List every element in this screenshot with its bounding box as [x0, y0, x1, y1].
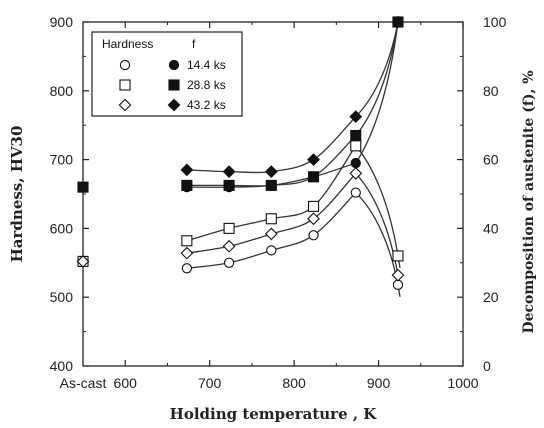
- y-right-tick-label: 40: [483, 220, 499, 236]
- legend-label: 28.8 ks: [187, 78, 226, 92]
- marker-hardness-circle: [308, 230, 319, 241]
- y-right-tick-label: 80: [483, 83, 499, 99]
- marker-f-diamond: [222, 165, 236, 179]
- legend-header-f: f: [192, 37, 196, 51]
- y-left-tick-label: 900: [50, 14, 74, 30]
- series-markers: [76, 15, 405, 290]
- marker-hardness-square: [265, 213, 277, 225]
- legend-hardness-diamond-icon: [118, 98, 132, 112]
- marker-f-diamond: [180, 163, 194, 177]
- marker-hardness-circle: [266, 245, 277, 256]
- marker-hardness-diamond: [349, 166, 363, 180]
- marker-hardness-square: [350, 140, 362, 152]
- legend-label: 43.2 ks: [187, 98, 226, 112]
- marker-f-diamond: [349, 110, 363, 123]
- legend-f-circle-icon: [168, 59, 180, 71]
- y-left-tick-label: 800: [50, 83, 74, 99]
- x-tick-label: 800: [282, 375, 306, 391]
- y-left-axis-title: Hardness, HV30: [8, 126, 26, 263]
- legend-hardness-square-icon: [119, 79, 131, 91]
- legend: Hardness f 14.4 ks 28.8 ks 43.2 ks: [91, 31, 243, 117]
- y-right-axis-title: Decomposition of austenite (f), %: [521, 70, 537, 333]
- y-right-tick-label: 60: [483, 152, 499, 168]
- y-right-tick-label: 100: [483, 14, 507, 30]
- marker-f-square: [265, 179, 277, 191]
- marker-f-square: [181, 179, 193, 191]
- legend-label: 14.4 ks: [187, 58, 226, 72]
- marker-hardness-circle: [223, 257, 235, 268]
- x-tick-label: 700: [198, 375, 222, 391]
- marker-f-diamond: [307, 153, 320, 166]
- axes: 600 700 800 900 1000As-cast40050060070080090…: [8, 14, 537, 423]
- x-tick-label: 1000: [447, 375, 478, 391]
- marker-f-square: [223, 179, 235, 191]
- marker-hardness-diamond: [391, 268, 405, 282]
- legend-f-diamond-icon: [167, 98, 181, 112]
- legend-header-hardness: Hardness: [102, 37, 153, 51]
- legend-hardness-circle-icon: [119, 59, 131, 71]
- marker-f-circle: [350, 157, 361, 169]
- marker-hardness-diamond: [307, 212, 320, 226]
- marker-f-diamond: [391, 15, 405, 29]
- marker-hardness-square: [181, 235, 193, 247]
- y-left-tick-label: 700: [50, 152, 74, 168]
- marker-f-square: [307, 171, 320, 183]
- marker-hardness-circle: [392, 279, 404, 290]
- as-cast-marker-diamond: [76, 255, 90, 268]
- y-left-tick-label: 500: [50, 289, 74, 305]
- marker-hardness-square: [392, 250, 404, 262]
- marker-hardness-diamond: [180, 246, 194, 260]
- marker-hardness-diamond: [264, 227, 278, 241]
- marker-hardness-square: [307, 200, 320, 212]
- marker-f-diamond: [264, 165, 278, 179]
- marker-f-square: [350, 129, 362, 142]
- curve-hardness-circle: [186, 191, 401, 297]
- as-cast-marker-square: [77, 181, 89, 193]
- x-tick-label: 600: [114, 375, 138, 391]
- marker-hardness-circle: [350, 187, 361, 198]
- legend-f-square-icon: [168, 79, 180, 91]
- y-left-tick-label: 600: [50, 220, 74, 236]
- y-right-tick-label: 20: [483, 289, 499, 305]
- marker-hardness-square: [223, 222, 235, 234]
- x-tick-label: 900: [367, 375, 391, 391]
- as-cast-label: As-cast: [60, 375, 107, 391]
- y-right-tick-label: 0: [483, 358, 491, 374]
- x-axis-title: Holding temperature , K: [170, 405, 378, 423]
- marker-hardness-circle: [181, 263, 193, 274]
- curve-hardness-diamond: [186, 172, 401, 288]
- y-left-tick-label: 400: [50, 358, 74, 374]
- marker-hardness-diamond: [222, 239, 236, 253]
- legend-box: [91, 31, 243, 117]
